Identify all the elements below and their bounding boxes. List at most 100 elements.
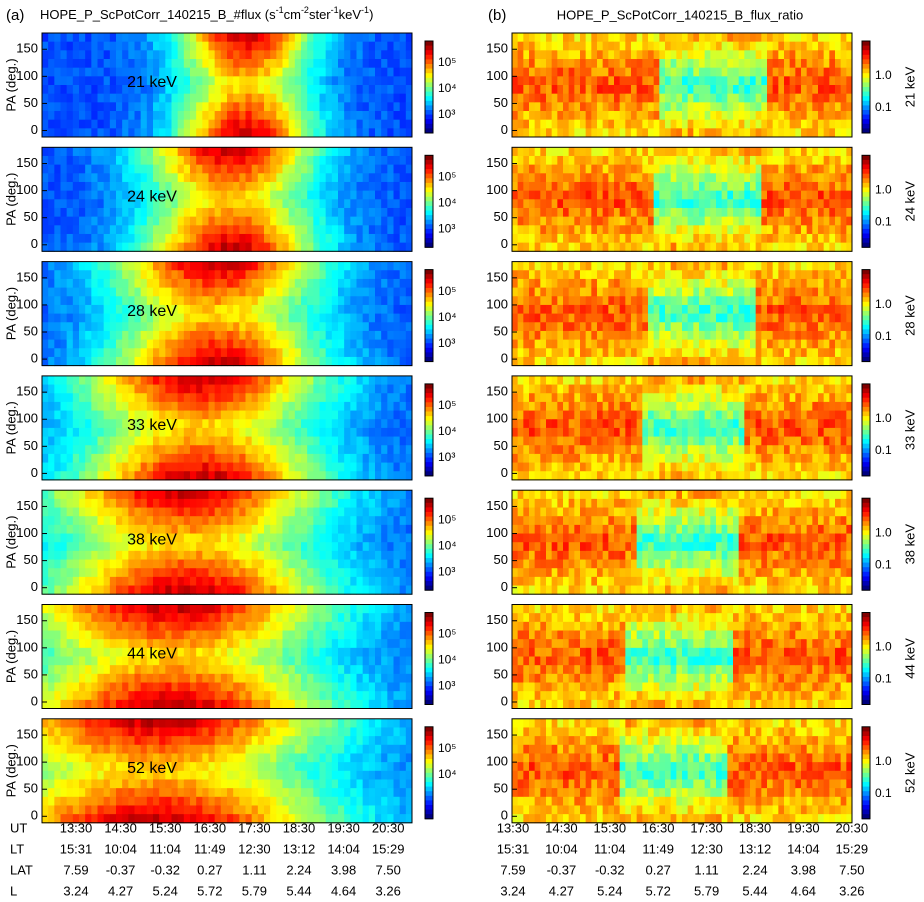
spectrogram-cell <box>283 296 290 305</box>
spectrogram-cell <box>773 59 779 68</box>
spectrogram-cell <box>790 357 796 366</box>
spectrogram-cell <box>637 120 643 129</box>
spectrogram-cell <box>637 173 643 182</box>
spectrogram-cell <box>153 437 160 446</box>
spectrogram-cell <box>221 348 228 357</box>
spectrogram-cell <box>688 191 694 200</box>
spectrogram-cell <box>574 33 580 42</box>
spectrogram-cell <box>338 225 345 234</box>
spectrogram-cell <box>332 94 339 103</box>
spectrogram-cell <box>246 305 253 314</box>
spectrogram-cell <box>209 314 216 323</box>
spectrogram-cell <box>642 94 648 103</box>
spectrogram-cell <box>671 94 677 103</box>
spectrogram-cell <box>580 279 586 288</box>
spectrogram-cell <box>190 279 197 288</box>
colorbar-cell <box>862 238 870 243</box>
spectrogram-cell <box>141 331 148 340</box>
spectrogram-cell <box>332 234 339 243</box>
spectrogram-cell <box>301 50 308 59</box>
spectrogram-cell <box>172 59 179 68</box>
spectrogram-cell <box>215 357 222 366</box>
spectrogram-cell <box>790 331 796 340</box>
spectrogram-cell <box>671 331 677 340</box>
spectrogram-cell <box>546 279 552 288</box>
spectrogram-cell <box>580 42 586 51</box>
spectrogram-cell <box>591 217 597 226</box>
spectrogram-cell <box>196 348 203 357</box>
spectrogram-cell <box>190 76 197 85</box>
spectrogram-cell <box>190 262 197 271</box>
spectrogram-cell <box>773 94 779 103</box>
spectrogram-cell <box>739 33 745 42</box>
spectrogram-cell <box>642 165 648 174</box>
spectrogram-cell <box>209 437 216 446</box>
spectrogram-cell <box>586 165 592 174</box>
spectrogram-cell <box>540 165 546 174</box>
spectrogram-cell <box>841 262 847 271</box>
spectrogram-cell <box>190 454 197 463</box>
spectrogram-cell <box>512 68 518 77</box>
spectrogram-cell <box>705 243 711 252</box>
spectrogram-cell <box>671 243 677 252</box>
spectrogram-cell <box>812 270 818 279</box>
spectrogram-cell <box>512 50 518 59</box>
spectrogram-cell <box>710 331 716 340</box>
spectrogram-cell <box>344 314 351 323</box>
spectrogram-cell <box>153 94 160 103</box>
spectrogram-cell <box>795 165 801 174</box>
spectrogram-cell <box>375 314 382 323</box>
spectrogram-cell <box>190 296 197 305</box>
spectrogram-cell <box>147 402 154 411</box>
spectrogram-cell <box>48 445 55 454</box>
spectrogram-cell <box>767 262 773 271</box>
colorbar-cell <box>425 238 433 243</box>
spectrogram-cell <box>128 59 135 68</box>
spectrogram-cell <box>233 156 240 165</box>
spectrogram-cell <box>239 59 246 68</box>
spectrogram-cell <box>344 296 351 305</box>
spectrogram-cell <box>67 68 74 77</box>
spectrogram-cell <box>614 120 620 129</box>
spectrogram-cell <box>574 50 580 59</box>
spectrogram-cell <box>369 340 376 349</box>
spectrogram-cell <box>202 68 209 77</box>
spectrogram-cell <box>344 33 351 42</box>
spectrogram-cell <box>252 305 259 314</box>
spectrogram-cell <box>795 102 801 111</box>
spectrogram-cell <box>233 59 240 68</box>
spectrogram-cell <box>529 234 535 243</box>
spectrogram-cell <box>85 85 92 94</box>
spectrogram-cell <box>122 393 129 402</box>
spectrogram-cell <box>67 33 74 42</box>
spectrogram-cell <box>812 340 818 349</box>
spectrogram-cell <box>727 270 733 279</box>
spectrogram-cell <box>642 331 648 340</box>
spectrogram-cell <box>42 322 49 331</box>
spectrogram-cell <box>563 173 569 182</box>
spectrogram-cell <box>773 111 779 120</box>
spectrogram-cell <box>778 322 784 331</box>
spectrogram-cell <box>812 128 818 137</box>
spectrogram-cell <box>546 262 552 271</box>
spectrogram-cell <box>283 156 290 165</box>
spectrogram-cell <box>693 348 699 357</box>
spectrogram-cell <box>172 454 179 463</box>
spectrogram-cell <box>801 182 807 191</box>
spectrogram-cell <box>824 208 830 217</box>
spectrogram-cell <box>258 199 265 208</box>
spectrogram-cell <box>523 50 529 59</box>
spectrogram-cell <box>659 42 665 51</box>
spectrogram-cell <box>756 173 762 182</box>
spectrogram-cell <box>233 199 240 208</box>
spectrogram-cell <box>614 68 620 77</box>
spectrogram-cell <box>829 102 835 111</box>
spectrogram-cell <box>637 348 643 357</box>
spectrogram-cell <box>795 331 801 340</box>
spectrogram-cell <box>557 76 563 85</box>
spectrogram-cell <box>790 94 796 103</box>
spectrogram-cell <box>61 59 68 68</box>
spectrogram-cell <box>363 33 370 42</box>
spectrogram-cell <box>172 156 179 165</box>
spectrogram-cell <box>722 50 728 59</box>
